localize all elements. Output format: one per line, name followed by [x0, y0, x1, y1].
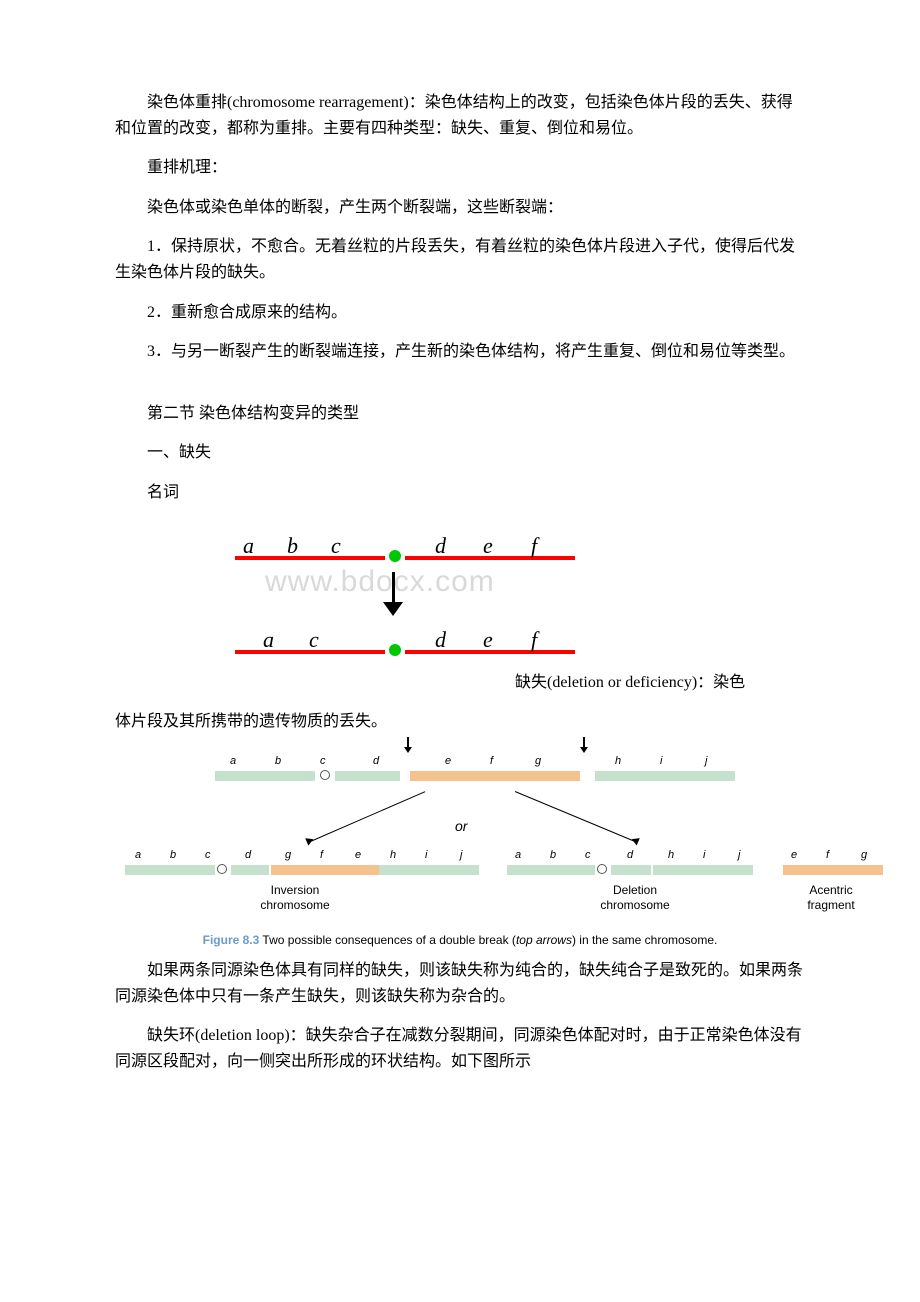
- result-arrow: [515, 791, 635, 842]
- chrom-top: abc d e f: [235, 526, 615, 566]
- subheading-1: 一、缺失: [115, 440, 805, 466]
- gene-label: b: [287, 528, 298, 563]
- gene-label: e: [355, 847, 361, 865]
- gene-label: i: [425, 847, 427, 865]
- gene-label: i: [660, 753, 662, 771]
- gene-label: g: [535, 753, 541, 771]
- chrom-bottom: ac d e f: [235, 620, 615, 660]
- or-label: or: [455, 815, 467, 837]
- down-arrow-icon: [383, 572, 403, 616]
- gene-label: a: [515, 847, 521, 865]
- figure-number: Figure 8.3: [203, 933, 260, 947]
- chromosome-segment: [231, 865, 269, 875]
- gene-label: a: [243, 528, 254, 563]
- gene-label: f: [490, 753, 493, 771]
- caption-italic: top arrows: [516, 933, 572, 947]
- chromosome-segment: [507, 865, 595, 875]
- arrow-head-icon: [305, 835, 315, 845]
- deletion-definition-start: 缺失(deletion or deficiency)：染色: [515, 674, 745, 691]
- gene-label: j: [460, 847, 462, 865]
- gene-label: a: [230, 753, 236, 771]
- gene-label: d: [435, 622, 446, 657]
- f83-bottom-chromosomes: abcdgfehijabcdhijefg: [115, 847, 805, 881]
- paragraph-12: 缺失环(deletion loop)：缺失杂合子在减数分裂期间，同源染色体配对时…: [115, 1023, 805, 1074]
- break-arrow-icon: [580, 737, 588, 753]
- centromere-icon: [597, 864, 607, 874]
- gene-label: e: [483, 528, 493, 563]
- gene-label: c: [205, 847, 211, 865]
- caption-text-1: Two possible consequences of a double br…: [259, 933, 516, 947]
- paragraph-3: 染色体或染色单体的断裂，产生两个断裂端，这些断裂端：: [115, 195, 805, 221]
- f83-top-chromosome: a b c d e f g h i j: [115, 753, 805, 787]
- chromosome-segment: [271, 865, 379, 875]
- caption-text-2: ) in the same chromosome.: [572, 933, 717, 947]
- gene-label: c: [320, 753, 326, 771]
- paragraph-4: 1．保持原状，不愈合。无着丝粒的片段丢失，有着丝粒的染色体片段进入子代，使得后代…: [115, 234, 805, 285]
- section-heading: 第二节 染色体结构变异的类型: [115, 401, 805, 427]
- chromosome-segment: [595, 771, 735, 781]
- gene-label: j: [738, 847, 740, 865]
- chromosome-segment: [379, 865, 479, 875]
- gene-label: c: [309, 622, 319, 657]
- figure-8-3: a b c d e f g h i j or a b c d g f e h i j a b c d h i j e f g Inver…: [115, 753, 805, 950]
- chromosome-segment: [410, 771, 580, 781]
- break-arrow-icon: [404, 737, 412, 753]
- deletion-definition-rest: 体片段及其所携带的遗传物质的丢失。: [115, 709, 805, 735]
- result-arrow: [310, 791, 425, 842]
- gene-label: d: [373, 753, 379, 771]
- paragraph-11: 如果两条同源染色体具有同样的缺失，则该缺失称为纯合的，缺失纯合子是致死的。如果两…: [115, 958, 805, 1009]
- chromosome-segment: [215, 771, 315, 781]
- gene-label: f: [826, 847, 829, 865]
- gene-label: j: [705, 753, 707, 771]
- gene-label: c: [331, 528, 341, 563]
- paragraph-6: 3．与另一断裂产生的断裂端连接，产生新的染色体结构，将产生重复、倒位和易位等类型…: [115, 339, 805, 365]
- gene-label: d: [435, 528, 446, 563]
- chromosome-segment: [335, 771, 400, 781]
- gene-label: e: [445, 753, 451, 771]
- paragraph-2: 重排机理：: [115, 155, 805, 181]
- deletion-diagram: abcdef www.bdocx.com acdef: [235, 526, 615, 660]
- gene-label: h: [390, 847, 396, 865]
- gene-label: d: [627, 847, 633, 865]
- gene-label: b: [275, 753, 281, 771]
- chromosome-type-label: Acentricfragment: [781, 883, 881, 913]
- gene-label: g: [285, 847, 291, 865]
- gene-label: f: [531, 528, 537, 563]
- gene-label: f: [320, 847, 323, 865]
- gene-label: i: [703, 847, 705, 865]
- chromosome-segment: [653, 865, 753, 875]
- gene-label: b: [170, 847, 176, 865]
- chromosome-type-label: Deletionchromosome: [585, 883, 685, 913]
- paragraph-5: 2．重新愈合成原来的结构。: [115, 300, 805, 326]
- chromosome-segment: [611, 865, 651, 875]
- gene-label: b: [550, 847, 556, 865]
- centromere-icon: [389, 550, 401, 562]
- centromere-icon: [389, 644, 401, 656]
- subheading-2: 名词: [115, 480, 805, 506]
- gene-label: h: [668, 847, 674, 865]
- centromere-icon: [320, 770, 330, 780]
- gene-label: a: [135, 847, 141, 865]
- figure-8-3-caption: Figure 8.3 Two possible consequences of …: [115, 931, 805, 950]
- chromosome-segment: [783, 865, 883, 875]
- gene-label: a: [263, 622, 274, 657]
- f83-labels: InversionchromosomeDeletionchromosomeAce…: [115, 881, 805, 917]
- paragraph-1: 染色体重排(chromosome rearragement)：染色体结构上的改变…: [115, 90, 805, 141]
- centromere-icon: [217, 864, 227, 874]
- gene-label: e: [483, 622, 493, 657]
- f83-result-arrows: or: [115, 787, 805, 847]
- arrow-head-icon: [630, 835, 640, 845]
- gene-label: g: [861, 847, 867, 865]
- gene-label: f: [531, 622, 537, 657]
- gene-label: d: [245, 847, 251, 865]
- chromosome-type-label: Inversionchromosome: [245, 883, 345, 913]
- gene-label: e: [791, 847, 797, 865]
- gene-label: h: [615, 753, 621, 771]
- chromosome-arm: [235, 556, 385, 560]
- chromosome-segment: [125, 865, 215, 875]
- gene-label: c: [585, 847, 591, 865]
